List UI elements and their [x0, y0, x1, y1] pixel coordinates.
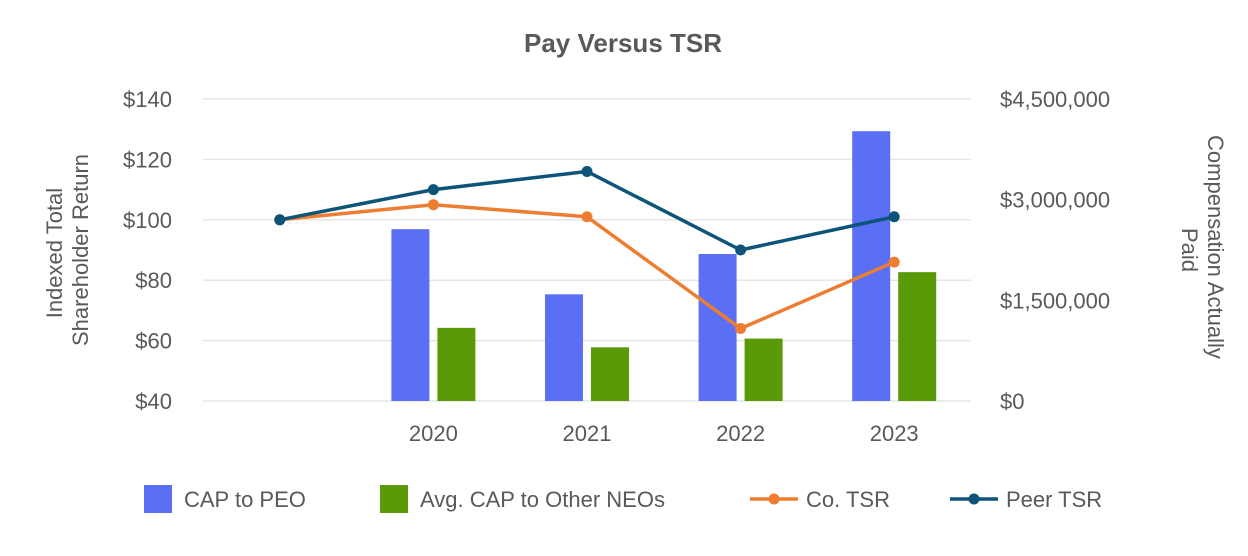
legend: CAP to PEO Avg. CAP to Other NEOs Co. TSR P… [144, 485, 1102, 513]
left-axis-label-line-1: Indexed Total [42, 188, 67, 318]
right-axis-label-line-2: Paid [1177, 228, 1202, 272]
left-tick-label: $80 [135, 268, 172, 293]
point-peer-tsr [427, 184, 439, 196]
right-axis-label: Compensation Actually Paid [1177, 135, 1228, 365]
right-axis-ticks: $0 $1,500,000 $3,000,000 $4,500,000 [1000, 87, 1110, 414]
point-co-tsr [735, 323, 747, 335]
bar-avg-cap-to-other-neos [898, 272, 937, 401]
bar-avg-cap-to-other-neos [744, 338, 783, 401]
left-tick-label: $100 [123, 208, 172, 233]
right-tick-label: $0 [1000, 389, 1024, 414]
point-peer-tsr [274, 214, 286, 226]
legend-swatch-cap-to-peo [144, 485, 172, 513]
left-tick-label: $60 [135, 329, 172, 354]
point-peer-tsr [581, 165, 593, 177]
point-peer-tsr [735, 244, 747, 256]
bars [391, 131, 937, 402]
left-axis-label-line-2: Shareholder Return [68, 154, 93, 346]
bar-cap-to-peo [545, 294, 583, 401]
x-tick-label: 2020 [409, 421, 458, 446]
x-axis-ticks: 2020 2021 2022 2023 [409, 421, 919, 446]
x-tick-label: 2022 [716, 421, 765, 446]
x-tick-label: 2021 [563, 421, 612, 446]
right-tick-label: $4,500,000 [1000, 87, 1110, 112]
left-tick-label: $120 [123, 147, 172, 172]
right-axis-label-line-1: Compensation Actually [1203, 135, 1228, 359]
legend-label-avg-cap-to-other-neos: Avg. CAP to Other NEOs [420, 487, 665, 512]
point-co-tsr [888, 256, 900, 268]
legend-label-cap-to-peo: CAP to PEO [184, 487, 306, 512]
bar-avg-cap-to-other-neos [437, 327, 476, 401]
bar-cap-to-peo [698, 254, 737, 401]
legend-swatch-avg-cap-to-other-neos [380, 485, 408, 513]
point-co-tsr [581, 211, 593, 223]
legend-label-peer-tsr: Peer TSR [1006, 487, 1102, 512]
left-tick-label: $140 [123, 87, 172, 112]
bar-avg-cap-to-other-neos [591, 347, 629, 401]
bar-cap-to-peo [391, 229, 430, 401]
legend-marker-peer-tsr [968, 493, 980, 505]
left-axis-label: Indexed Total Shareholder Return [42, 154, 93, 346]
legend-marker-co-tsr [768, 493, 780, 505]
right-tick-label: $3,000,000 [1000, 188, 1110, 213]
x-tick-label: 2023 [870, 421, 919, 446]
lines [274, 165, 900, 335]
legend-label-co-tsr: Co. TSR [806, 487, 890, 512]
point-peer-tsr [888, 211, 900, 223]
right-tick-label: $1,500,000 [1000, 288, 1110, 313]
point-co-tsr [427, 199, 439, 211]
chart-title: Pay Versus TSR [524, 28, 722, 58]
line-co-tsr [279, 202, 895, 331]
left-axis-ticks: $40 $60 $80 $100 $120 $140 [123, 87, 172, 414]
gridlines [203, 98, 971, 402]
left-tick-label: $40 [135, 389, 172, 414]
